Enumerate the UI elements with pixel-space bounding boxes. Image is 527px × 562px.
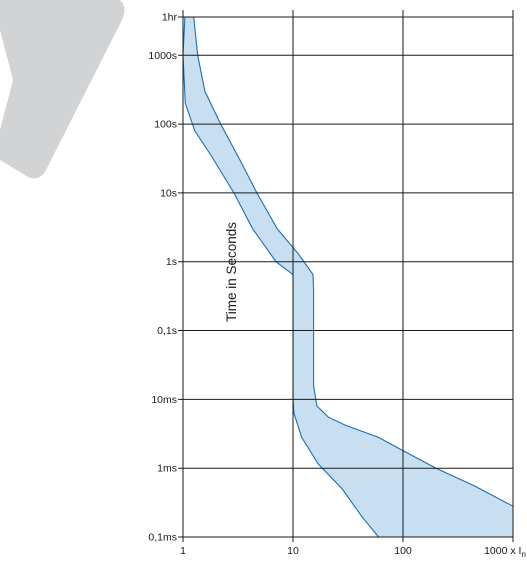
y-tick-label: 10ms xyxy=(151,394,177,406)
x-tick-label: 100 xyxy=(394,545,412,557)
chart-grid xyxy=(178,10,514,542)
y-tick-label: 100s xyxy=(154,119,177,131)
band-fill xyxy=(183,17,513,537)
band-upper-line xyxy=(193,16,514,507)
y-tick-label: 1000s xyxy=(148,50,177,62)
x-tick-subscript: n xyxy=(521,550,525,559)
y-tick-label: 1ms xyxy=(157,463,177,475)
x-tick-label: 10 xyxy=(287,545,299,557)
y-tick-label: 0,1s xyxy=(157,325,177,337)
watermark-shape xyxy=(0,0,125,179)
y-tick-label: 0,1ms xyxy=(148,532,177,544)
y-tick-label: 10s xyxy=(160,187,177,199)
y-axis-label: Time in Seconds xyxy=(224,222,239,322)
y-tick-label: 1s xyxy=(166,256,177,268)
x-tick-label: 1 xyxy=(180,545,186,557)
y-tick-label: 1hr xyxy=(162,12,178,24)
x-tick-label: 1000 x In xyxy=(484,545,526,559)
